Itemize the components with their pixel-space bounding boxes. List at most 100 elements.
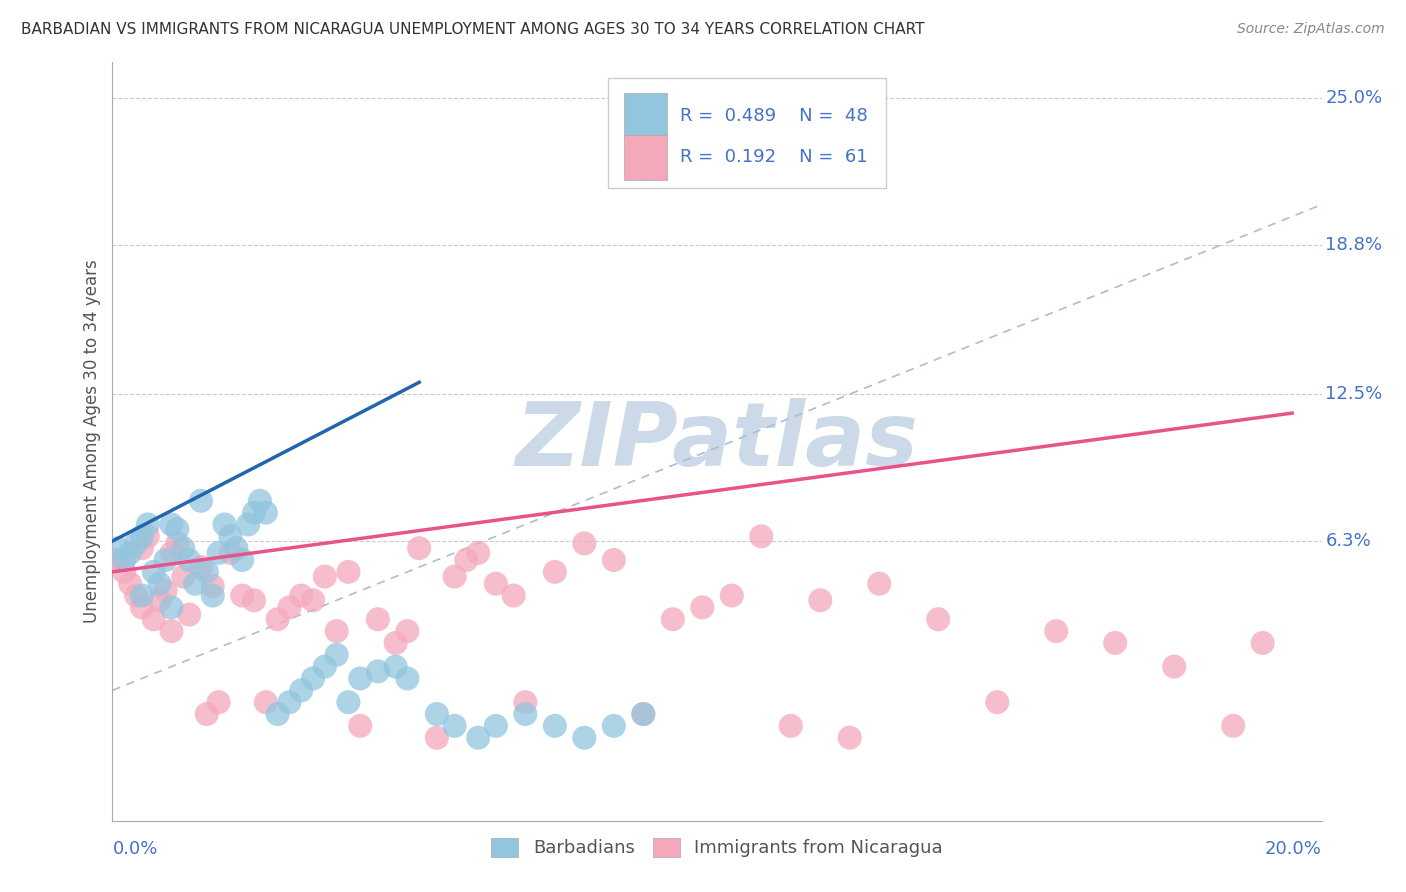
Point: [485, 719, 508, 733]
Point: [201, 589, 224, 603]
Point: [155, 553, 177, 567]
Y-axis label: Unemployment Among Ages 30 to 34 years: Unemployment Among Ages 30 to 34 years: [83, 260, 101, 624]
Point: [266, 706, 288, 721]
Point: [349, 719, 371, 733]
Point: [515, 706, 537, 721]
Point: [302, 593, 325, 607]
Point: [142, 612, 165, 626]
Point: [131, 600, 153, 615]
Point: [131, 541, 153, 556]
Point: [544, 565, 567, 579]
FancyBboxPatch shape: [624, 135, 668, 179]
Point: [662, 612, 685, 626]
Text: Source: ZipAtlas.com: Source: ZipAtlas.com: [1237, 22, 1385, 37]
Point: [214, 517, 236, 532]
Point: [927, 612, 949, 626]
Point: [1045, 624, 1067, 639]
Point: [107, 553, 129, 567]
Point: [603, 719, 626, 733]
Point: [443, 719, 465, 733]
Point: [808, 593, 831, 607]
Point: [749, 529, 772, 543]
Point: [779, 719, 801, 733]
Point: [426, 706, 449, 721]
Point: [603, 553, 626, 567]
Point: [231, 589, 253, 603]
Point: [172, 569, 194, 583]
Point: [136, 517, 159, 532]
Point: [225, 541, 247, 556]
Point: [278, 695, 301, 709]
Point: [544, 719, 567, 733]
Text: 20.0%: 20.0%: [1265, 839, 1322, 857]
Point: [190, 493, 212, 508]
Point: [633, 706, 655, 721]
Point: [467, 731, 489, 745]
Point: [692, 600, 714, 615]
Point: [131, 529, 153, 543]
Point: [290, 683, 312, 698]
Legend: Barbadians, Immigrants from Nicaragua: Barbadians, Immigrants from Nicaragua: [484, 830, 950, 864]
Text: 0.0%: 0.0%: [112, 839, 157, 857]
Point: [219, 529, 242, 543]
Point: [1163, 659, 1185, 673]
Point: [125, 536, 148, 550]
Point: [236, 517, 259, 532]
Point: [142, 565, 165, 579]
Text: 18.8%: 18.8%: [1326, 235, 1382, 254]
Point: [149, 576, 172, 591]
Point: [136, 529, 159, 543]
Point: [325, 624, 347, 639]
Point: [131, 589, 153, 603]
Point: [179, 607, 201, 622]
Point: [179, 553, 201, 567]
Point: [190, 560, 212, 574]
Point: [155, 583, 177, 598]
Point: [367, 612, 389, 626]
Point: [986, 695, 1008, 709]
Point: [266, 612, 288, 626]
Point: [195, 565, 218, 579]
Point: [868, 576, 890, 591]
Point: [120, 576, 142, 591]
Point: [208, 695, 231, 709]
Point: [467, 546, 489, 560]
Point: [325, 648, 347, 662]
Point: [314, 569, 336, 583]
Point: [574, 536, 596, 550]
Point: [1222, 719, 1244, 733]
Point: [254, 695, 277, 709]
Point: [201, 579, 224, 593]
Point: [249, 493, 271, 508]
Point: [195, 706, 218, 721]
Point: [160, 546, 183, 560]
Point: [120, 546, 142, 560]
Point: [243, 593, 266, 607]
Point: [160, 600, 183, 615]
Point: [290, 589, 312, 603]
Point: [1104, 636, 1126, 650]
Point: [337, 695, 360, 709]
Text: 25.0%: 25.0%: [1326, 89, 1382, 107]
Text: BARBADIAN VS IMMIGRANTS FROM NICARAGUA UNEMPLOYMENT AMONG AGES 30 TO 34 YEARS CO: BARBADIAN VS IMMIGRANTS FROM NICARAGUA U…: [21, 22, 925, 37]
Point: [426, 731, 449, 745]
FancyBboxPatch shape: [609, 78, 886, 187]
Point: [633, 706, 655, 721]
Point: [456, 553, 478, 567]
Point: [720, 589, 742, 603]
Point: [208, 546, 231, 560]
Point: [384, 659, 406, 673]
Point: [302, 672, 325, 686]
Text: R =  0.192    N =  61: R = 0.192 N = 61: [679, 148, 868, 166]
Point: [166, 522, 188, 536]
FancyBboxPatch shape: [624, 93, 668, 138]
Point: [231, 553, 253, 567]
Point: [485, 576, 508, 591]
Point: [515, 695, 537, 709]
Point: [367, 665, 389, 679]
Point: [107, 541, 129, 556]
Point: [838, 731, 860, 745]
Point: [160, 624, 183, 639]
Point: [149, 593, 172, 607]
Point: [278, 600, 301, 615]
